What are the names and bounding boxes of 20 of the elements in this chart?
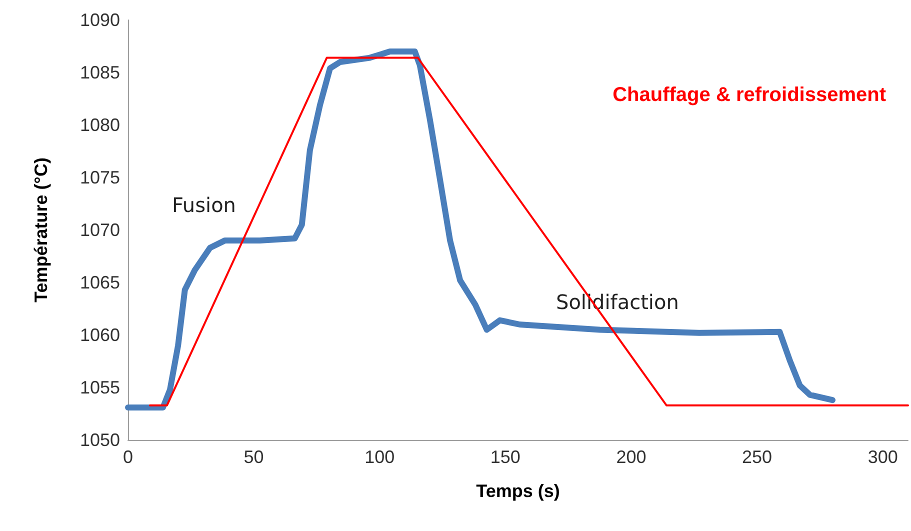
y-tick-label: 1050 bbox=[80, 430, 120, 450]
x-tick-label: 250 bbox=[742, 447, 772, 467]
y-tick-label: 1070 bbox=[80, 220, 120, 240]
text: Chauffage & refroidissement bbox=[612, 84, 886, 106]
annotation: Fusion bbox=[172, 193, 236, 217]
y-tick-label: 1080 bbox=[80, 115, 120, 135]
x-tick-label: 200 bbox=[616, 447, 646, 467]
y-tick-label: 1055 bbox=[80, 378, 120, 398]
x-tick-label: 150 bbox=[490, 447, 520, 467]
y-tick-label: 1085 bbox=[80, 62, 120, 82]
x-tick-label: 100 bbox=[364, 447, 395, 467]
y-axis-title: Température (°C) bbox=[31, 158, 51, 302]
y-tick-label: 1090 bbox=[80, 10, 120, 30]
x-tick-label: 50 bbox=[244, 447, 264, 467]
x-tick-label: 300 bbox=[868, 447, 898, 467]
y-tick-label: 1075 bbox=[80, 168, 120, 188]
x-axis-title: Temps (s) bbox=[476, 481, 560, 501]
y-tick-label: 1060 bbox=[80, 325, 120, 345]
y-tick-label: 1065 bbox=[80, 272, 120, 292]
x-tick-label: 0 bbox=[122, 447, 134, 467]
